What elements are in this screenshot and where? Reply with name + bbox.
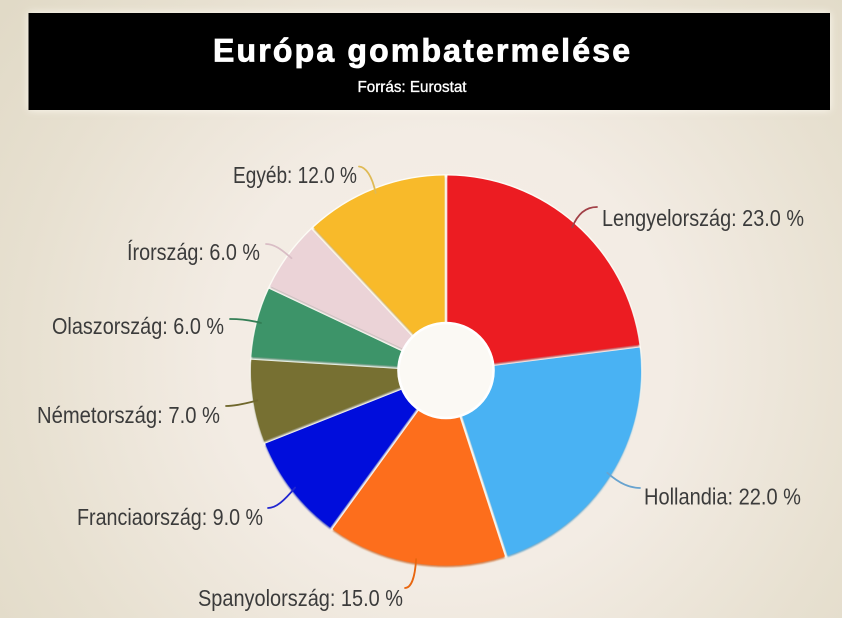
svg-text:Spanyolország: 15.0 %: Spanyolország: 15.0 %	[198, 585, 403, 611]
svg-text:Olaszország: 6.0 %: Olaszország: 6.0 %	[52, 313, 224, 339]
svg-text:Európa gombatermelése: Európa gombatermelése	[213, 33, 630, 69]
svg-text:Egyéb: 12.0 %: Egyéb: 12.0 %	[233, 162, 357, 188]
svg-text:Írország: 6.0 %: Írország: 6.0 %	[127, 239, 260, 265]
svg-text:Forrás: Eurostat: Forrás: Eurostat	[358, 79, 468, 96]
svg-text:Hollandia: 22.0 %: Hollandia: 22.0 %	[644, 484, 801, 510]
svg-text:Lengyelország: 23.0 %: Lengyelország: 23.0 %	[602, 205, 804, 231]
svg-text:Németország: 7.0 %: Németország: 7.0 %	[37, 402, 220, 428]
svg-text:Franciaország: 9.0 %: Franciaország: 9.0 %	[77, 504, 263, 530]
